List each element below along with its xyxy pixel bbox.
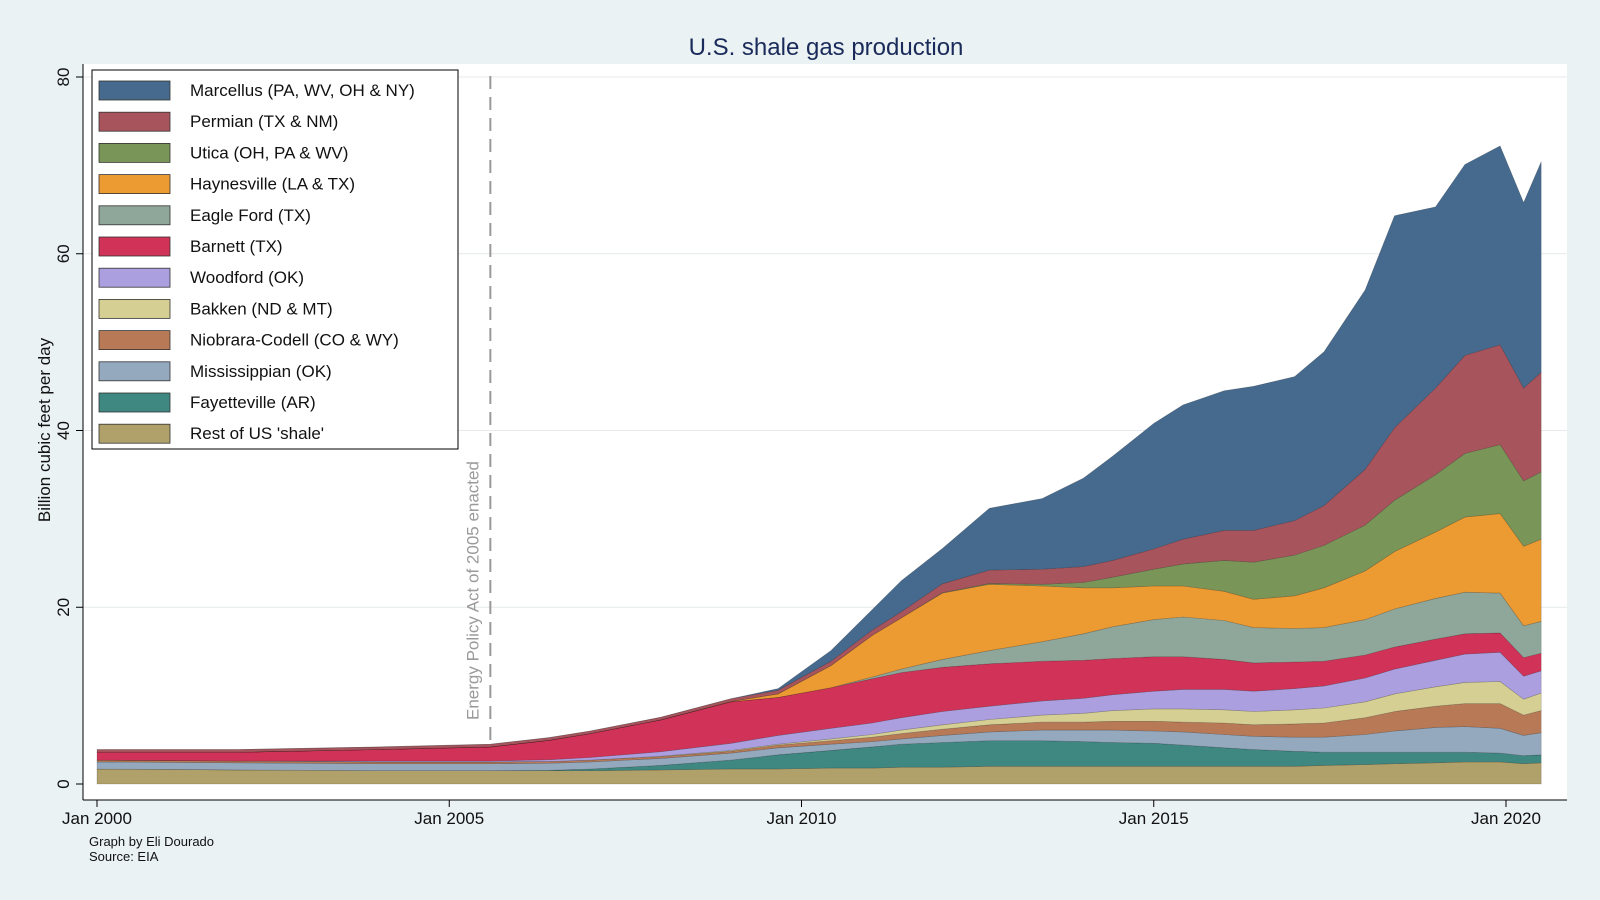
legend-swatch-bakken-nd-mt: [98, 298, 171, 319]
stacked-areas: [96, 145, 1542, 785]
annotation-layer: Energy Policy Act of 2005 enacted: [463, 76, 492, 742]
area-marcellus-pa-wv-oh-ny: [97, 145, 1542, 750]
legend-label-mississippian-ok: Mississippian (OK): [190, 362, 332, 381]
x-tick-label: Jan 2020: [1471, 809, 1541, 828]
y-tick-label: 0: [54, 779, 73, 788]
legend-swatch-niobrara-codell-co-wy: [98, 330, 171, 351]
legend-swatch-woodford-ok: [98, 267, 171, 288]
legend-label-eagle-ford-tx: Eagle Ford (TX): [190, 206, 311, 225]
area-bakken-nd-mt: [96, 681, 1542, 763]
legend-label-niobrara-codell-co-wy: Niobrara-Codell (CO & WY): [190, 331, 399, 350]
x-tick-label: Jan 2005: [414, 809, 484, 828]
legend-box: [91, 69, 459, 450]
y-tick-label: 80: [54, 68, 73, 87]
legend-label-marcellus-pa-wv-oh-ny: Marcellus (PA, WV, OH & NY): [190, 81, 415, 100]
x-tick-label: Jan 2015: [1119, 809, 1189, 828]
chart-title: U.S. shale gas production: [689, 34, 964, 61]
policy-act-annotation: Energy Policy Act of 2005 enacted: [463, 461, 482, 720]
y-ticks: 0 20 40 60 80: [54, 68, 83, 789]
area-utica-oh-pa-wv: [97, 444, 1542, 753]
legend-label-bakken-nd-mt: Bakken (ND & MT): [190, 299, 333, 318]
area-woodford-ok: [96, 651, 1542, 763]
legend: Marcellus (PA, WV, OH & NY) Permian (TX &…: [91, 69, 459, 450]
credit-note: Graph by Eli Dourado: [89, 834, 214, 849]
legend-label-fayetteville-ar: Fayetteville (AR): [190, 393, 316, 412]
y-axis-title: Billion cubic feet per day: [35, 337, 54, 522]
legend-swatch-eagle-ford-tx: [98, 205, 171, 226]
y-tick-label: 40: [54, 421, 73, 440]
legend-label-utica-oh-pa-wv: Utica (OH, PA & WV): [190, 143, 348, 162]
legend-swatch-fayetteville-ar: [98, 392, 171, 413]
legend-swatch-permian-tx-nm: [98, 111, 171, 132]
y-tick-label: 60: [54, 244, 73, 263]
legend-swatch-utica-oh-pa-wv: [98, 142, 171, 163]
legend-label-haynesville-la-tx: Haynesville (LA & TX): [190, 175, 355, 194]
legend-swatch-mississippian-ok: [98, 361, 171, 382]
legend-label-permian-tx-nm: Permian (TX & NM): [190, 112, 338, 131]
axes: [82, 64, 1567, 801]
legend-label-rest-of-us-shale: Rest of US 'shale': [190, 424, 324, 443]
legend-label-barnett-tx: Barnett (TX): [190, 237, 283, 256]
y-tick-label: 20: [54, 598, 73, 617]
x-tick-label: Jan 2000: [62, 809, 132, 828]
source-note: Source: EIA: [89, 849, 159, 864]
legend-swatch-haynesville-la-tx: [98, 174, 171, 195]
legend-swatch-barnett-tx: [98, 236, 171, 257]
legend-swatch-marcellus-pa-wv-oh-ny: [98, 80, 171, 101]
x-tick-label: Jan 2010: [767, 809, 837, 828]
x-ticks: Jan 2000 Jan 2005 Jan 2010 Jan 2015 Jan 2020: [62, 800, 1541, 828]
area-haynesville-la-tx: [97, 513, 1542, 753]
legend-label-woodford-ok: Woodford (OK): [190, 268, 304, 287]
legend-swatch-rest-of-us-shale: [98, 423, 171, 444]
